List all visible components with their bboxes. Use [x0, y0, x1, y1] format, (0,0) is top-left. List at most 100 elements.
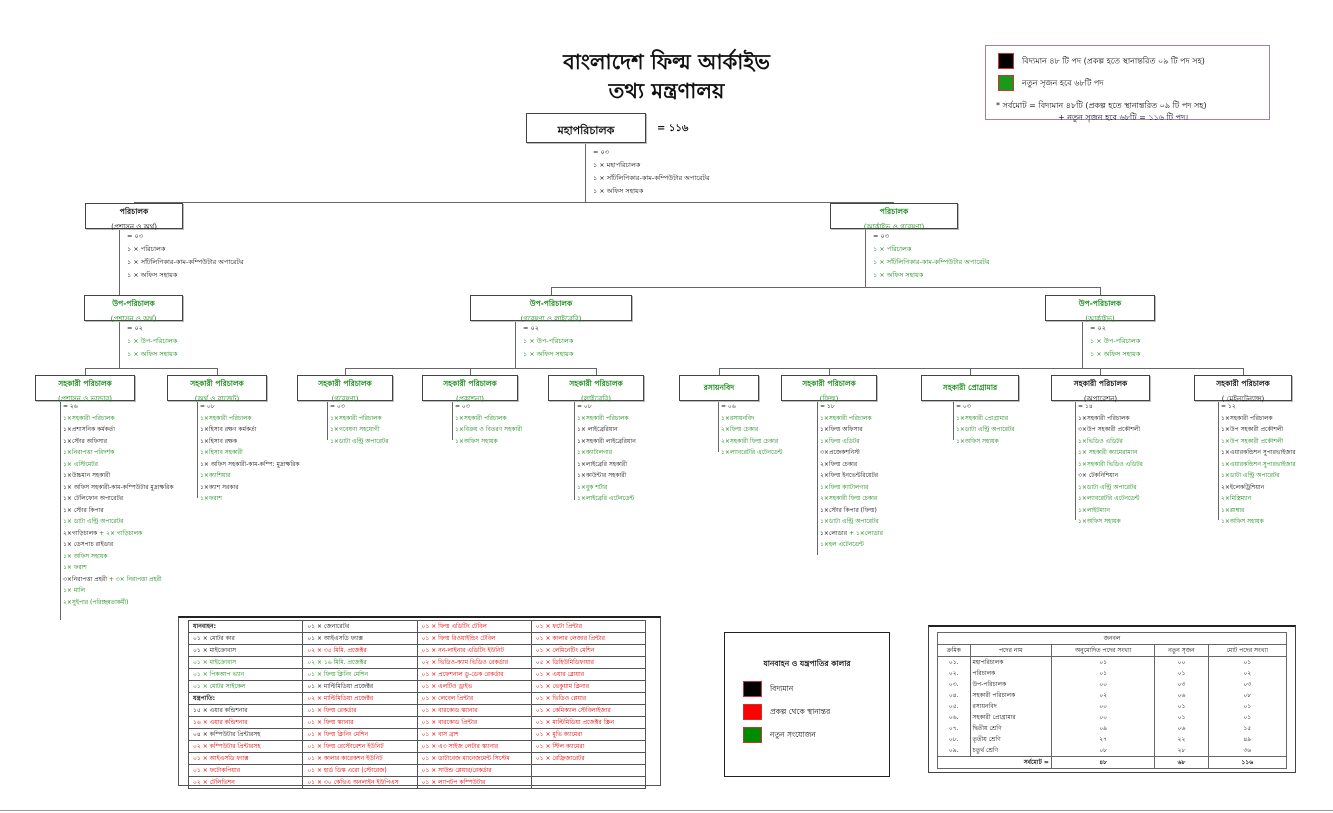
item-text: ৩× টেকনিশিয়ান: [1078, 472, 1119, 479]
staff-list-item: = ০৮: [577, 401, 636, 413]
staff-table-cell: ০৭.: [937, 723, 971, 734]
org-node-ad2[interactable]: সহকারী পরিচালক (অর্থ ও বাজেট): [167, 375, 267, 403]
staff-list-item: = ১৮: [820, 401, 883, 413]
connector-line: [718, 401, 719, 452]
item-text: ১×এয়ারকন্ডিশন সুপারভাইজার: [1221, 460, 1296, 468]
staff-list: = ০৩ ১×সহকারী পরিচালক ১×বিক্রয় ও বিতরণ সহ…: [455, 401, 522, 447]
item-text: ১×সহকারী পরিচালক: [200, 414, 252, 422]
equipment-cell: ০২ × টেলিভিশন: [187, 776, 304, 789]
org-node-adl[interactable]: সহকারী পরিচালক (লাইব্রেরি): [548, 375, 644, 403]
equipment-row: ১৫ × এয়ার কন্ডিশনার ০১ × ফিল্ম রেকর্ডার ০…: [187, 704, 647, 717]
staff-table-row: ০১. মহাপরিচালক ০১ ০০ ০১: [937, 656, 1288, 668]
equipment-cell: ০১ × পিকআপ ভ্যান: [187, 668, 304, 681]
staff-table-cell: উপ-পরিচালক: [969, 679, 1052, 690]
staff-list-item: ১×লোডার + ১×লোডার: [820, 528, 883, 540]
total-cell: ৬৮: [1154, 756, 1209, 769]
item-text: ১× মালি: [63, 587, 86, 594]
node-title: পরিচালক: [879, 207, 909, 216]
item-text: ১×ডাটা এন্ট্রি অপারেটর: [1221, 472, 1280, 479]
node-title: সহকারী পরিচালক: [802, 379, 856, 388]
staff-list-item: ১×ডাটা এন্ট্রি অপারেটর: [820, 516, 883, 528]
staff-list: = ০৩ ১×সহকারী প্রোগ্রামার ১×ডাটা এন্ট্রি অ…: [956, 401, 1015, 447]
org-node-dg[interactable]: মহাপরিচালক: [526, 113, 646, 143]
item-text: ১×লোডার: [820, 529, 848, 537]
item-text: ১×ল্যাবরেটরি এটেনডেন্ট: [1078, 495, 1140, 502]
node-title: উপ-পরিচালক: [529, 299, 573, 308]
org-node-ap[interactable]: সহকারী প্রোগ্রামার: [921, 375, 1019, 401]
total-cell: ৪৮: [1050, 756, 1156, 769]
org-node-adp[interactable]: সহকারী পরিচালক (প্রকাশনা): [422, 375, 518, 403]
equipment-cell: ০১ × ৩০ কেভিএ অনলাইন ইউপিএস: [302, 776, 418, 789]
color-legend-item: প্রকল্প থেকে স্থানান্তর: [743, 704, 830, 720]
org-node-chem[interactable]: রসায়নবিদ: [679, 375, 759, 401]
staff-list-item: ১×প্রশাসনিক কর্মকর্তা: [63, 424, 174, 436]
item-text: ১×সহকারী লাইব্রেরিয়ান: [577, 437, 636, 445]
equipment-cell: ০২ × ১৬ মিমি. প্রজেক্টর: [302, 656, 418, 669]
equipment-row: ০১ × মাইক্রোবাস ০২ × ১৬ মিমি. প্রজেক্টর ০২…: [187, 656, 647, 669]
item-text-new: + ৩× নিরাপত্তা প্রহরী: [106, 575, 162, 583]
staff-list-item: = ০৬: [721, 401, 783, 413]
staff-list-item: ১ × অফিস সহায়ক: [873, 269, 990, 282]
item-text: = ০২: [523, 324, 539, 332]
existing-swatch-icon: [998, 53, 1014, 69]
staff-table-cell: ০১: [1050, 656, 1156, 668]
equipment-cell: ০১ × ফিল্ম রেস্টোরেশন ইউনিট: [302, 740, 418, 753]
org-node-adf[interactable]: সহকারী পরিচালক (ফিল্ম): [781, 375, 877, 403]
staff-list-item: ১×সহকারী প্রোগ্রামার: [956, 413, 1015, 425]
staff-table-cell: দ্বিতীয় শ্রেণি: [969, 723, 1052, 734]
item-text: ১×হিসাব রক্ষক: [200, 437, 238, 445]
staff-list-item: ২×ইলেকট্রিশিয়ান: [1221, 482, 1296, 494]
staff-table-cell: রসায়নবিদ: [969, 701, 1052, 712]
item-text: ১× এস্টিমেটর: [63, 460, 98, 468]
page-subtitle: তথ্য মন্ত্রণালয়: [608, 79, 725, 103]
item-text: ১ × মহাপরিচালক: [593, 161, 641, 169]
item-text: ২×সহকারী ফিল্ম চেকার: [820, 495, 878, 502]
node-total: = ১১৬: [657, 123, 689, 134]
org-node-adm[interactable]: সহকারী পরিচালক ( মেইনটেন্যান্স): [1194, 375, 1292, 403]
staff-list: = ০৩ ১ × পরিচালক ১ × সাঁটলিপিকার-কাম-কম্পি…: [873, 230, 990, 282]
staff-list-item: ১× অফিস সহকারী-কাম-কম্পি: মুদ্রাক্ষরিক: [200, 459, 300, 471]
staff-list-item: ১×কাউন্টার সহকারী: [577, 470, 636, 482]
bottom-divider: [0, 810, 1333, 811]
org-node-dir1[interactable]: পরিচালক (প্রশাসন ও অর্থ): [85, 203, 183, 231]
staff-list-item: ১× মালি: [63, 585, 174, 597]
item-text: ১ × অফিস সহায়ক: [523, 350, 574, 358]
equipment-cell: ০১ × ফিল্ম এডিটিং টেবিল: [416, 620, 532, 633]
org-node-ado[interactable]: সহকারী পরিচালক (অপারেশন): [1051, 375, 1150, 403]
legend-new: নতুন সৃজন হবে ৬৮টি পদ: [998, 75, 1104, 91]
staff-table-cell: সহকারী পরিচালক: [969, 690, 1052, 701]
item-text: ১×কাউন্টার সহকারী: [577, 472, 627, 479]
equipment-cell: ০১ × কালার লেজার প্রিন্টার: [530, 632, 647, 645]
staff-table-cell: ২৮: [1154, 745, 1209, 757]
staff-list-item: ১×এয়ারকন্ডিশন সুপারভাইজার: [1221, 447, 1296, 459]
staff-table-cell: ০৯.: [937, 745, 971, 757]
equipment-row: ০১ × মাইক্রোবাস ০২ × ৩৫ মিমি. প্রজেক্টর ০১…: [187, 644, 647, 657]
staff-list-item: ১ × উপ-পরিচালক: [127, 335, 177, 348]
staff-list-item: ১×ক্যাশ সরকার: [200, 482, 300, 494]
staff-table-cell: ২৭: [1050, 734, 1156, 745]
equipment-cell: ০১ × মুভি ক্যামেরা: [530, 728, 647, 741]
legend-existing: বিদ্যমান ৪৮ টি পদ (প্রকল্প হতে স্থানান্ত…: [998, 53, 1205, 69]
equipment-cell: ০১ × ভিডিও প্লেয়ার: [530, 692, 647, 705]
staff-list-item: ১×ডাটা এন্ট্রি অপারেটর: [956, 424, 1015, 436]
staff-table-header: ক্রমিক পদের নাম অনুমোদিত পদের সংখ্যা নতুন স…: [937, 644, 1288, 657]
node-title: পরিচালক: [119, 207, 149, 216]
item-text: ১×বুক শর্টার: [577, 483, 608, 491]
staff-list-item: ১×হিসাব রক্ষক: [200, 436, 300, 448]
item-text: ১× অফিস সহায়ক: [63, 552, 108, 560]
item-text: ১×সহকারী পরিচালক: [1078, 414, 1130, 422]
staff-list-item: ১×সহকারী পরিচালক: [1078, 413, 1143, 425]
staff-table-cell: সহকারী প্রোগ্রামার: [969, 712, 1052, 723]
color-legend-item: বিদ্যমান: [743, 681, 793, 697]
org-node-dyd3[interactable]: উপ-পরিচালক (আর্কাইভ): [1045, 295, 1155, 323]
org-node-ad1[interactable]: সহকারী পরিচালক (প্রশাসন ও ভান্ডার): [35, 375, 135, 403]
staff-list-item: ১×ডাটা এন্ট্রি অপারেটর: [1221, 470, 1296, 482]
org-node-dyd1[interactable]: উপ-পরিচালক (প্রশাসন ও অর্থ): [84, 295, 183, 323]
org-node-dyd2[interactable]: উপ-পরিচালক (গবেষণা ও লাইব্রেরি): [470, 295, 632, 323]
org-node-adr[interactable]: সহকারী পরিচালক (গবেষণা): [297, 375, 393, 403]
item-text-new: + ২× গাড়িচালক: [97, 529, 143, 537]
staff-list-item: ১×উপ সহকারী প্রকৌশলী: [1221, 436, 1296, 448]
equipment-cell: ০৪ × কম্পিউটার প্রিন্টারসহ: [187, 728, 304, 741]
item-text: ১×ডাটা এন্ট্রি অপারেটর: [820, 518, 879, 525]
org-node-dir2[interactable]: পরিচালক (আর্কাইভ ও গবেষণা): [830, 203, 958, 231]
